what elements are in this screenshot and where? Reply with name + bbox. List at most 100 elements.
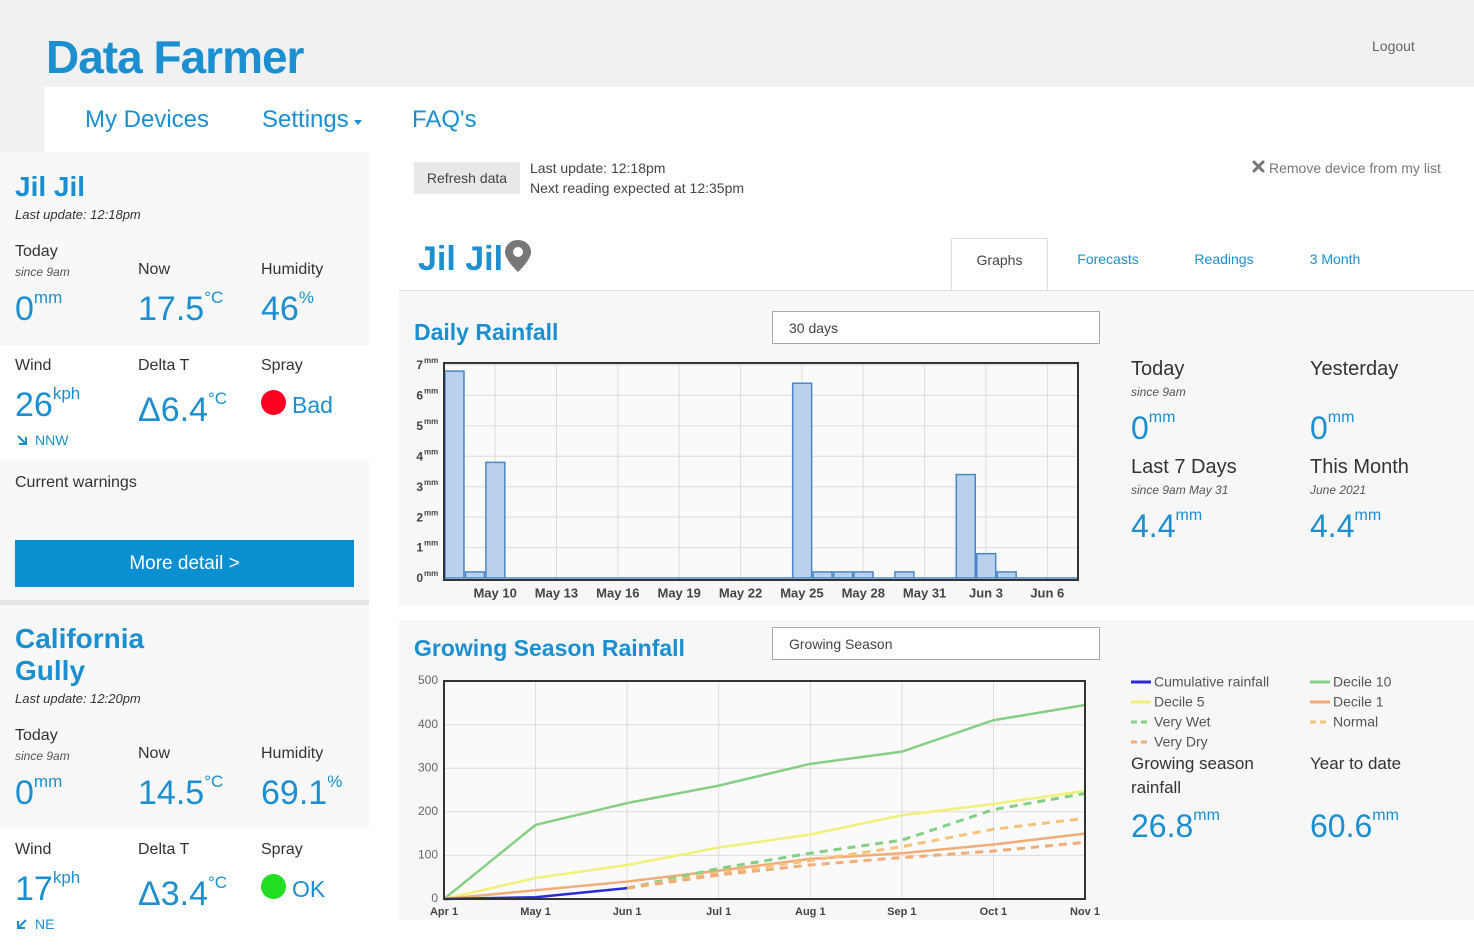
today-rain-unit: mm (33, 288, 63, 308)
humidity-unit: % (298, 288, 314, 308)
remove-icon (1252, 160, 1265, 173)
spray-status: Bad (292, 392, 333, 418)
stat-value: 0mm (1131, 408, 1176, 446)
wind: 26kph (15, 385, 80, 424)
nav-item[interactable]: FAQ's (412, 106, 477, 133)
bar (955, 473, 976, 579)
now-temp-number: 17.5 (138, 290, 205, 328)
bar (832, 571, 854, 579)
stat-note: June 2021 (1310, 483, 1367, 497)
stat-value-unit: mm (1354, 506, 1382, 524)
today-since: since 9am (15, 749, 70, 763)
x-tick-label: Aug 1 (795, 906, 826, 918)
legend-label: Decile 10 (1333, 674, 1392, 690)
chart-title: Daily Rainfall (414, 319, 559, 345)
logout-link[interactable]: Logout (1372, 38, 1415, 54)
legend-label: Cumulative rainfall (1154, 674, 1269, 690)
device-name: California Gully (15, 623, 145, 686)
legend-label: Decile 1 (1333, 694, 1384, 710)
legend-label: Very Dry (1154, 734, 1208, 750)
today-rain: 0mm (15, 773, 62, 812)
y-tick-label: 200 (418, 804, 438, 818)
today-since: since 9am (15, 265, 70, 279)
x-tick-label: Jul 1 (706, 906, 731, 918)
y-tick-unit: mm (424, 569, 438, 578)
range-select[interactable]: Growing Season (772, 627, 1100, 660)
spray-dot (261, 874, 286, 899)
now-temp: 14.5°C (138, 773, 223, 810)
stat-value-number: 4.4 (1131, 508, 1176, 544)
nav-item[interactable]: Settings (262, 106, 349, 133)
tab[interactable]: Readings (1194, 251, 1254, 267)
stat-label: Last 7 Days (1131, 456, 1237, 478)
humidity: 69.1% (261, 773, 342, 812)
spray-status: OK (292, 876, 326, 902)
bar (853, 571, 874, 579)
delta-label: Delta T (138, 357, 190, 374)
card-wind (0, 345, 369, 460)
bar (975, 552, 997, 579)
stat-value: 0mm (1310, 409, 1354, 446)
y-tick-unit: mm (424, 356, 438, 365)
remove-device[interactable]: Remove device from my list (1269, 160, 1441, 176)
wind-direction: NNW (35, 432, 69, 448)
y-tick-label: 2 (416, 510, 423, 524)
delta-t-symbol: Δ (138, 391, 161, 429)
stat-value: 60.6mm (1310, 807, 1399, 844)
wind-number: 26 (15, 386, 53, 424)
y-tick-label: 1 (416, 541, 423, 555)
stat-value-unit: mm (1193, 806, 1220, 824)
stat-value: 26.8mm (1131, 806, 1220, 842)
plot-frame (443, 362, 1079, 581)
last-update: Last update: 12:18pm (530, 160, 666, 176)
device-title: Jil Jil (418, 240, 504, 278)
y-tick-label: 3 (416, 480, 423, 494)
tab[interactable]: Forecasts (1077, 251, 1139, 267)
y-tick-unit: mm (424, 508, 438, 517)
now-temp-unit: °C (204, 288, 224, 308)
stat-label: Yesterday (1310, 358, 1399, 380)
series-line (443, 789, 1086, 901)
humidity-number: 46 (261, 290, 299, 328)
legend-label: Very Wet (1154, 714, 1211, 730)
delta-t: Δ3.4°C (138, 874, 227, 911)
stat-value-number: 60.6 (1310, 808, 1373, 844)
bar (894, 571, 915, 579)
brand-title: Data Farmer (46, 31, 304, 83)
now-label: Now (138, 745, 171, 762)
wind-unit: kph (52, 384, 81, 404)
next-reading: Next reading expected at 12:35pm (530, 180, 745, 196)
chart-title: Growing Season Rainfall (414, 635, 685, 661)
wind-unit: kph (52, 868, 81, 888)
today-label: Today (15, 243, 58, 260)
x-tick-label: May 16 (596, 585, 639, 600)
x-tick-label: May 13 (535, 585, 578, 600)
tab[interactable]: Graphs (951, 238, 1048, 290)
y-tick-unit: mm (424, 387, 438, 396)
humidity-number: 69.1 (261, 774, 328, 812)
today-rain-number: 0 (15, 774, 34, 812)
stat-label: Today (1131, 358, 1185, 380)
y-tick-label: 7 (416, 358, 423, 372)
stat-value-number: 0 (1131, 410, 1149, 446)
stat-value-unit: mm (1148, 408, 1176, 426)
humidity-label: Humidity (261, 745, 324, 762)
today-rain-number: 0 (15, 290, 34, 328)
today-rain: 0mm (15, 289, 62, 328)
x-tick-label: May 31 (903, 585, 946, 600)
stat-value-number: 0 (1310, 410, 1328, 446)
spray-dot (261, 390, 286, 415)
refresh-button[interactable]: Refresh data (414, 162, 520, 194)
x-tick-label: Sep 1 (887, 906, 916, 918)
range-select[interactable]: 30 days (772, 311, 1100, 344)
bar (485, 461, 506, 579)
more-detail-button[interactable]: More detail > (15, 540, 354, 587)
plot-area (444, 681, 1085, 899)
series-line (626, 840, 1086, 890)
y-tick-label: 4 (416, 449, 423, 463)
nav-item[interactable]: My Devices (85, 106, 210, 133)
card-wind (0, 828, 369, 946)
today-label: Today (15, 727, 58, 744)
tab[interactable]: 3 Month (1309, 251, 1361, 267)
